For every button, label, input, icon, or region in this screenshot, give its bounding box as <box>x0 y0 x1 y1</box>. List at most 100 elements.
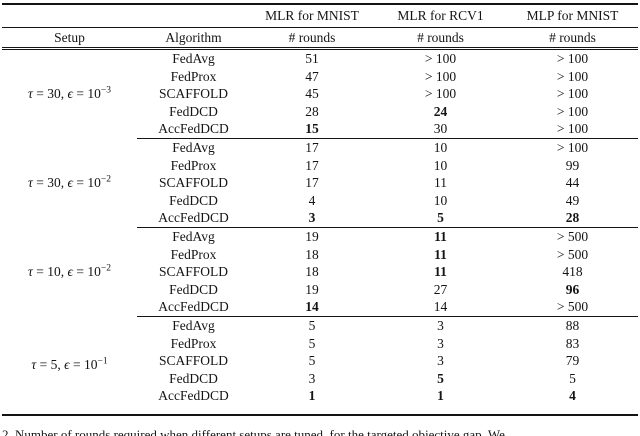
algorithm-cell: SCAFFOLD <box>158 86 229 102</box>
setup-text: = 30, <box>32 86 68 102</box>
mlr-rcv1-value: 14 <box>433 299 448 315</box>
mlr-rcv1-value: 3 <box>437 335 444 351</box>
mlr-mnist-value: 15 <box>305 121 319 137</box>
algorithm-cell: SCAFFOLD <box>158 264 229 280</box>
header-mlr-rcv1: MLR for RCV1 <box>374 4 507 28</box>
setup-exponent: −1 <box>97 356 108 367</box>
setup-exponent: −3 <box>100 85 111 96</box>
table-row: AccFedDCD 15 30 > 100 <box>2 120 638 138</box>
mlp-mnist-value: > 100 <box>556 68 589 84</box>
mlr-rcv1-value: 3 <box>437 353 444 369</box>
mlp-mnist-value: 99 <box>565 157 580 173</box>
mlr-mnist-value: 17 <box>250 137 374 157</box>
mlr-mnist-value: 51 <box>305 51 319 66</box>
algorithm-cell: FedAvg <box>137 226 250 246</box>
table-row: FedDCD 3 5 5 <box>2 370 638 388</box>
algorithm-cell: FedDCD <box>169 281 218 297</box>
setup-cell-4: τ = 5, ϵ = 10−1 <box>2 316 137 416</box>
setup-tau: τ <box>28 264 33 280</box>
table-row: SCAFFOLD 45 > 100 > 100 <box>2 85 638 103</box>
mlr-rcv1-value: 11 <box>434 264 447 280</box>
header-row-columns: Setup Algorithm # rounds # rounds # roun… <box>2 27 638 50</box>
mlr-mnist-value: 17 <box>305 157 319 173</box>
setup-text: = 10 <box>69 357 98 373</box>
algorithm-cell: FedDCD <box>169 103 218 119</box>
mlp-mnist-value: 44 <box>565 175 580 191</box>
mlr-mnist-value: 14 <box>305 299 319 315</box>
mlr-rcv1-value: > 100 <box>424 68 457 84</box>
setup-epsilon: ϵ <box>67 86 73 102</box>
algorithm-cell: FedAvg <box>137 137 250 157</box>
mlp-mnist-value: > 100 <box>556 51 589 66</box>
algorithm-cell: FedProx <box>170 246 217 262</box>
mlr-rcv1-value: > 100 <box>424 86 457 102</box>
mlr-mnist-value: 17 <box>305 175 319 191</box>
mlp-mnist-value: > 500 <box>556 299 589 315</box>
algorithm-cell: FedDCD <box>169 192 218 208</box>
setup-exponent: −2 <box>100 174 111 185</box>
table-row: FedProx 47 > 100 > 100 <box>2 68 638 86</box>
setup-tau: τ <box>31 357 37 373</box>
mlr-rcv1-value: 30 <box>433 121 448 137</box>
setup-epsilon: ϵ <box>67 264 73 280</box>
algorithm-cell: SCAFFOLD <box>158 353 229 369</box>
header-rounds-2: # rounds <box>374 27 507 50</box>
mlp-mnist-value: > 100 <box>556 103 589 119</box>
setup-tau: τ <box>28 175 33 191</box>
mlr-mnist-value: 3 <box>308 210 316 226</box>
mlr-rcv1-value: 27 <box>433 281 448 297</box>
mlr-rcv1-value: 1 <box>374 387 507 416</box>
header-setup: Setup <box>2 27 137 50</box>
setup-exponent: −2 <box>100 263 111 274</box>
mlr-mnist-value: 4 <box>308 192 316 208</box>
mlp-mnist-value: > 100 <box>556 86 589 102</box>
mlr-mnist-value: 19 <box>250 226 374 246</box>
header-empty <box>2 4 137 28</box>
mlp-mnist-value: 5 <box>569 370 576 386</box>
mlp-mnist-value: > 500 <box>507 226 638 246</box>
mlr-mnist-value: 1 <box>250 387 374 416</box>
table-row: τ = 30, ϵ = 10−2 FedAvg 17 10 > 100 <box>2 137 638 190</box>
header-rounds-1: # rounds <box>250 27 374 50</box>
algorithm-cell: FedProx <box>170 68 217 84</box>
mlr-rcv1-value: 11 <box>374 226 507 246</box>
header-rounds-3: # rounds <box>507 27 638 50</box>
mlr-mnist-value: 3 <box>308 370 316 386</box>
table-row: FedDCD 4 10 49 <box>2 192 638 210</box>
mlr-mnist-value: 28 <box>305 103 319 119</box>
mlr-rcv1-value: 11 <box>434 175 447 191</box>
table-row: SCAFFOLD 18 11 418 <box>2 263 638 281</box>
setup-cell-2: τ = 30, ϵ = 10−2 <box>2 138 137 227</box>
mlr-rcv1-value: > 100 <box>424 51 457 66</box>
header-mlp-mnist: MLP for MNIST <box>507 4 638 28</box>
mlp-mnist-value: 88 <box>507 315 638 335</box>
algorithm-cell: FedProx <box>170 335 217 351</box>
algorithm-cell: FedProx <box>170 157 217 173</box>
algorithm-cell: AccFedDCD <box>158 299 229 315</box>
table-row: SCAFFOLD 5 3 79 <box>2 352 638 370</box>
setup-text: = 30, <box>32 175 68 191</box>
table-row: FedDCD 28 24 > 100 <box>2 103 638 121</box>
setup-text: = 5, <box>36 357 65 373</box>
mlr-mnist-value: 18 <box>305 264 319 280</box>
setup-cell-1: τ = 30, ϵ = 10−3 <box>2 49 137 139</box>
setup-epsilon: ϵ <box>64 357 70 373</box>
setup-text: = 10, <box>32 264 68 280</box>
table-row: AccFedDCD 1 1 4 <box>2 387 638 416</box>
table-row: SCAFFOLD 17 11 44 <box>2 174 638 192</box>
header-row-datasets: MLR for MNIST MLR for RCV1 MLP for MNIST <box>2 4 638 28</box>
mlp-mnist-value: 83 <box>565 335 580 351</box>
setup-tau: τ <box>28 86 33 102</box>
algorithm-cell: AccFedDCD <box>137 387 250 416</box>
mlr-rcv1-value: 5 <box>437 210 444 226</box>
mlr-mnist-value: 45 <box>305 86 319 102</box>
mlr-rcv1-value: 24 <box>433 103 448 119</box>
table-row: FedDCD 19 27 96 <box>2 281 638 299</box>
table-row: FedProx 18 11 > 500 <box>2 246 638 264</box>
mlp-mnist-value: 28 <box>565 210 580 226</box>
table-row: AccFedDCD 14 14 > 500 <box>2 298 638 316</box>
mlr-mnist-value: 5 <box>250 315 374 335</box>
caption: 2. Number of rounds required when differ… <box>2 427 505 436</box>
table-row: FedProx 5 3 83 <box>2 335 638 353</box>
mlr-mnist-value: 19 <box>305 281 319 297</box>
